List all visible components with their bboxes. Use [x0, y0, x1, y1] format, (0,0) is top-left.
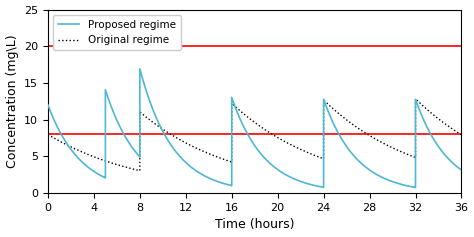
Proposed regime: [122, 135, 128, 138]
Original regime: [389, 146, 395, 149]
Original regime: [396, 150, 402, 152]
Original regime: [424, 108, 430, 111]
Proposed regime: [438, 149, 444, 152]
Proposed regime: [413, 186, 419, 189]
Original regime: [45, 133, 51, 136]
X-axis label: Time (hours): Time (hours): [215, 219, 294, 232]
Proposed regime: [312, 184, 318, 187]
Original regime: [137, 169, 143, 172]
Proposed regime: [137, 67, 143, 70]
Line: Original regime: Original regime: [48, 99, 462, 171]
Line: Proposed regime: Proposed regime: [48, 69, 462, 187]
Proposed regime: [415, 103, 420, 106]
Proposed regime: [45, 104, 51, 106]
Y-axis label: Concentration (mg\L): Concentration (mg\L): [6, 35, 18, 168]
Original regime: [134, 169, 140, 171]
Proposed regime: [160, 131, 166, 134]
Proposed regime: [318, 185, 323, 188]
Original regime: [413, 97, 419, 100]
Original regime: [459, 133, 465, 136]
Original regime: [417, 102, 423, 105]
Original regime: [305, 151, 311, 154]
Legend: Proposed regime, Original regime: Proposed regime, Original regime: [53, 15, 181, 50]
Proposed regime: [459, 169, 465, 171]
